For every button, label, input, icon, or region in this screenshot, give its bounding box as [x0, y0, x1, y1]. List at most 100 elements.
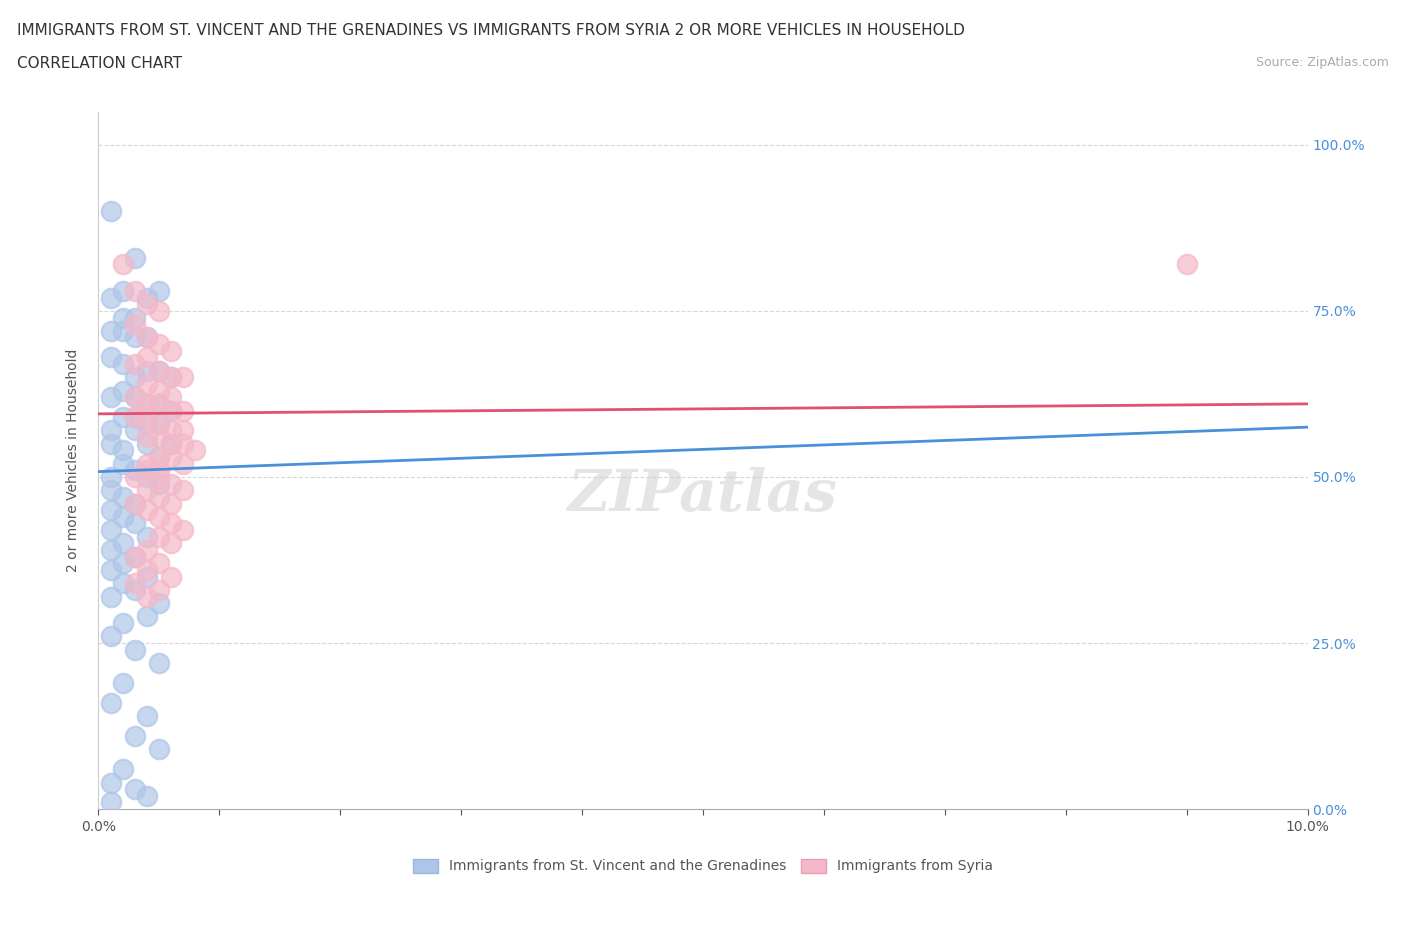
Point [148, 284, 170, 299]
Text: IMMIGRANTS FROM ST. VINCENT AND THE GRENADINES VS IMMIGRANTS FROM SYRIA 2 OR MOR: IMMIGRANTS FROM ST. VINCENT AND THE GREN… [17, 23, 965, 38]
Point [160, 370, 183, 385]
Point [148, 364, 170, 379]
Legend: Immigrants from St. Vincent and the Grenadines, Immigrants from Syria: Immigrants from St. Vincent and the Gren… [408, 853, 998, 879]
Point [124, 782, 146, 797]
Point [135, 709, 157, 724]
Point [111, 616, 134, 631]
Point [111, 489, 134, 504]
Point [124, 370, 146, 385]
Point [111, 383, 134, 398]
Point [135, 569, 157, 584]
Point [135, 410, 157, 425]
Point [135, 330, 157, 345]
Point [148, 337, 170, 352]
Point [172, 457, 194, 472]
Point [111, 576, 134, 591]
Point [111, 410, 134, 425]
Point [100, 629, 122, 644]
Point [124, 582, 146, 597]
Point [124, 410, 146, 425]
Point [111, 257, 134, 272]
Point [111, 324, 134, 339]
Point [160, 390, 183, 405]
Point [124, 250, 146, 265]
Point [148, 470, 170, 485]
Point [124, 463, 146, 478]
Point [100, 470, 122, 485]
Point [135, 470, 157, 485]
Point [160, 343, 183, 358]
Point [124, 390, 146, 405]
Point [148, 489, 170, 504]
Point [148, 476, 170, 491]
Point [160, 403, 183, 418]
Point [135, 350, 157, 365]
Point [124, 356, 146, 371]
Point [160, 476, 183, 491]
Point [124, 310, 146, 325]
Point [124, 496, 146, 511]
Point [100, 589, 122, 604]
Point [135, 430, 157, 445]
Point [148, 449, 170, 464]
Point [148, 396, 170, 411]
Point [135, 364, 157, 379]
Point [172, 483, 194, 498]
Text: CORRELATION CHART: CORRELATION CHART [17, 56, 181, 71]
Point [160, 423, 183, 438]
Point [135, 457, 157, 472]
Point [160, 436, 183, 451]
Point [100, 324, 122, 339]
Point [135, 563, 157, 578]
Point [111, 675, 134, 690]
Point [124, 496, 146, 511]
Point [124, 516, 146, 531]
Point [148, 364, 170, 379]
Point [135, 503, 157, 518]
Point [124, 470, 146, 485]
Point [135, 290, 157, 305]
Point [135, 297, 157, 312]
Point [111, 310, 134, 325]
Point [184, 443, 207, 458]
Point [135, 396, 157, 411]
Point [124, 550, 146, 565]
Point [135, 377, 157, 392]
Point [124, 390, 146, 405]
Point [100, 436, 122, 451]
Point [100, 350, 122, 365]
Point [100, 795, 122, 810]
Point [172, 436, 194, 451]
Y-axis label: 2 or more Vehicles in Household: 2 or more Vehicles in Household [66, 349, 80, 572]
Point [135, 589, 157, 604]
Point [148, 556, 170, 571]
Point [135, 396, 157, 411]
Point [124, 330, 146, 345]
Point [148, 582, 170, 597]
Point [111, 556, 134, 571]
Point [100, 696, 122, 711]
Point [148, 430, 170, 445]
Point [100, 542, 122, 557]
Point [135, 483, 157, 498]
Point [111, 762, 134, 777]
Point [124, 317, 146, 332]
Point [124, 550, 146, 565]
Point [148, 417, 170, 432]
Point [124, 410, 146, 425]
Point [148, 529, 170, 544]
Point [111, 457, 134, 472]
Point [100, 483, 122, 498]
Point [135, 463, 157, 478]
Point [135, 330, 157, 345]
Point [160, 569, 183, 584]
Point [100, 775, 122, 790]
Point [160, 496, 183, 511]
Point [124, 423, 146, 438]
Point [172, 523, 194, 538]
Point [100, 290, 122, 305]
Point [111, 510, 134, 525]
Point [100, 423, 122, 438]
Point [160, 516, 183, 531]
Point [148, 383, 170, 398]
